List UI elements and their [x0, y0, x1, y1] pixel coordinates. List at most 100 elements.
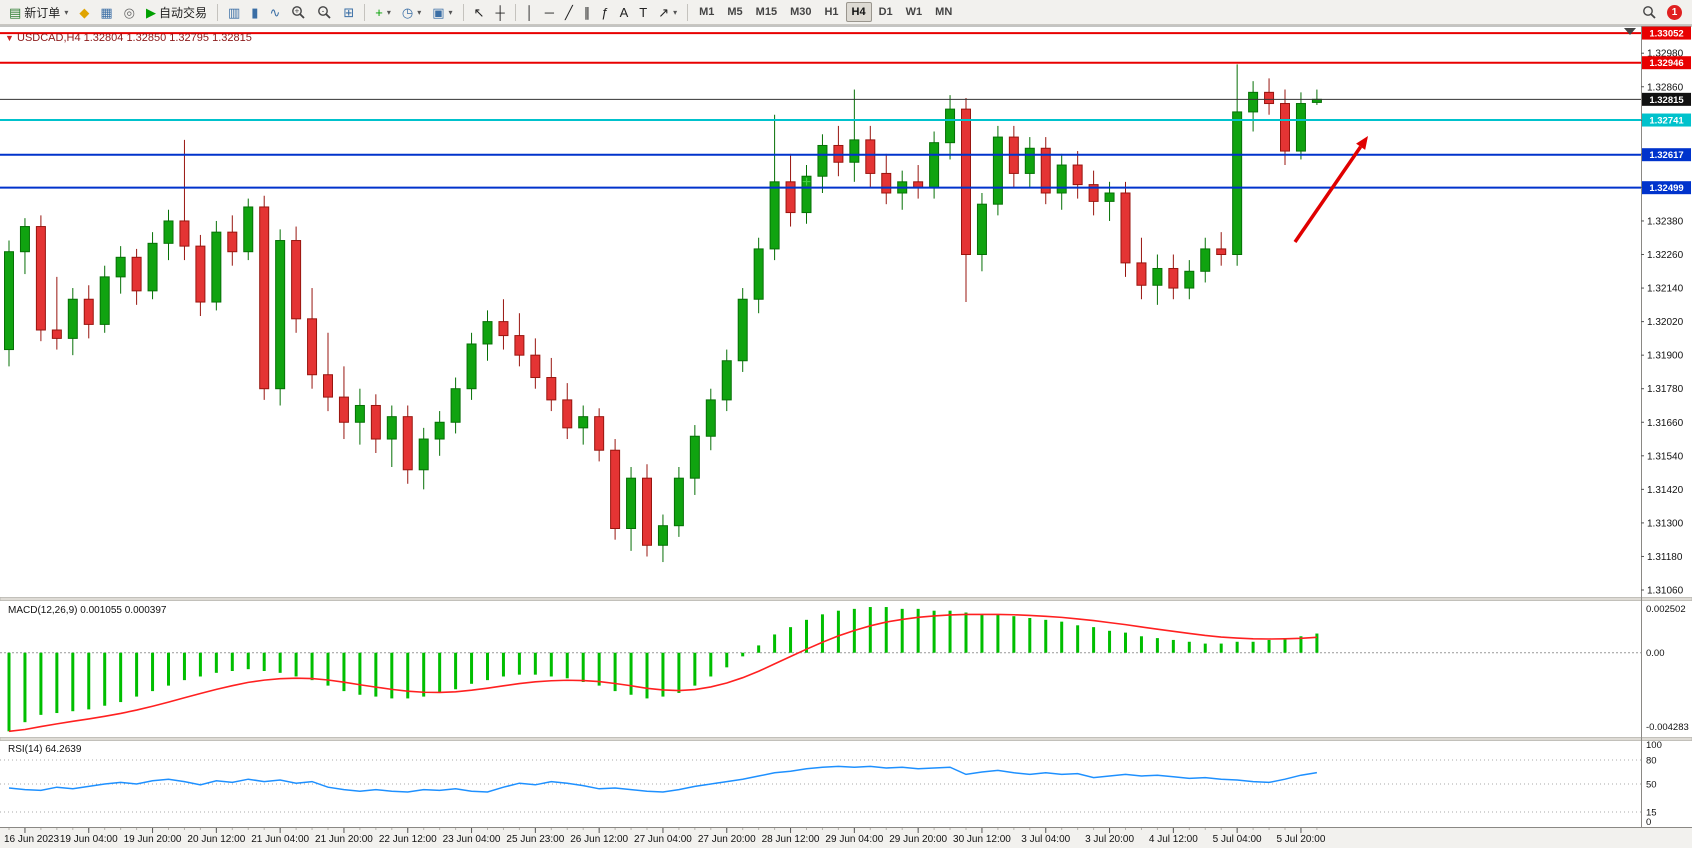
candle [594, 408, 605, 462]
toolbar-periods-button[interactable]: ◷ ▾ [397, 2, 426, 22]
candle [705, 388, 716, 451]
line-chart-icon: ∿ [269, 4, 281, 20]
svg-text:1.31900: 1.31900 [1647, 351, 1684, 362]
macd-signal-line [8, 613, 1317, 733]
main-chart-plot[interactable] [0, 26, 1641, 598]
candle [370, 394, 381, 454]
toolbar-period-mn-button[interactable]: MN [935, 6, 953, 18]
indicators-caret-icon: ▾ [386, 7, 391, 17]
svg-text:100: 100 [1646, 740, 1662, 751]
toolbar-period-m15-button[interactable]: M15 [755, 6, 778, 18]
toolbar-vertical-line-button[interactable]: │ [521, 2, 539, 22]
toolbar-period-m5-button[interactable]: M5 [727, 6, 743, 18]
time-axis-label: 20 Jun 12:00 [187, 834, 245, 845]
svg-text:-: - [322, 6, 325, 15]
svg-text:1.31180: 1.31180 [1647, 552, 1683, 563]
symbol-dropdown-icon[interactable]: ▼ [5, 33, 14, 43]
candle [562, 383, 573, 440]
toolbar-period-m1-button[interactable]: M1 [699, 6, 715, 18]
time-axis-label: 16 Jun 2023 [4, 834, 59, 845]
toolbar-text-label-button[interactable]: T [634, 2, 652, 22]
toolbar-bar-chart-button[interactable]: ▥ [223, 2, 245, 22]
toolbar-arrows-button[interactable]: ↗ ▾ [653, 2, 682, 22]
time-axis[interactable] [0, 827, 1692, 848]
candle [657, 514, 668, 563]
toolbar-fibonacci-button[interactable]: ƒ [596, 2, 613, 22]
candle [147, 232, 158, 300]
toolbar-crosshair-button[interactable]: ┼ [490, 2, 509, 22]
toolbar-cursor-button[interactable]: ↖ [469, 2, 490, 22]
price-badge-1.32499: 1.32499 [1642, 181, 1691, 195]
toolbar-templates-button[interactable]: ▣ ▾ [427, 2, 457, 22]
toolbar-line-chart-button[interactable]: ∿ [264, 2, 285, 22]
chart-canvas[interactable]: + ▼ USDCAD,H4 1.32804 1.32850 1.32795 1.32… [0, 25, 1692, 848]
cursor-icon: ↖ [473, 4, 485, 20]
toolbar-new-order-button[interactable]: ▤ 新订单 ▾ [4, 2, 73, 22]
toolbar-charts-grid-button[interactable]: ▦ [95, 2, 117, 22]
svg-text:1.32815: 1.32815 [1649, 95, 1684, 106]
toolbar-metaeditor-button[interactable]: ◆ [74, 2, 94, 22]
time-axis-label: 3 Jul 20:00 [1085, 834, 1134, 845]
usdcad-chart-window: + ▼ USDCAD,H4 1.32804 1.32850 1.32795 1.32… [0, 25, 1692, 848]
toolbar-search-button[interactable] [1637, 2, 1662, 22]
toolbar-zoom-out-button[interactable]: - [312, 2, 337, 22]
candle [1056, 153, 1067, 210]
price-badge-1.32741: 1.32741 [1642, 113, 1691, 127]
candle [386, 405, 397, 467]
candle [753, 237, 764, 314]
svg-text:1.32020: 1.32020 [1647, 317, 1684, 328]
candle [323, 332, 333, 412]
rsi-line [8, 765, 1318, 793]
candle [115, 246, 126, 294]
candle [402, 405, 413, 484]
arrow-annotation[interactable] [1293, 136, 1368, 243]
toolbar-horizontal-line-button[interactable]: ─ [540, 2, 559, 22]
toolbar-data-window-button[interactable]: ◎ [119, 2, 140, 22]
toolbar-separator [514, 3, 516, 21]
candle [163, 209, 174, 261]
candle [673, 466, 684, 537]
ohlc-header: ▼ USDCAD,H4 1.32804 1.32850 1.32795 1.328… [5, 32, 252, 44]
arrows-icon: ↗ [658, 4, 670, 20]
candle [179, 139, 190, 261]
toolbar-equidistant-channel-button[interactable]: ∥ [579, 2, 596, 22]
toolbar-zoom-in-button[interactable]: + [286, 2, 311, 22]
toolbar-tile-windows-button[interactable]: ⊞ [338, 2, 359, 22]
toolbar-autotrading-button[interactable]: ▶ 自动交易 [141, 2, 212, 22]
panel-divider[interactable] [0, 597, 1692, 601]
candle [1088, 170, 1099, 216]
trendline-icon: ╱ [565, 4, 573, 20]
time-axis-label: 25 Jun 23:00 [506, 834, 564, 845]
candlestick-chart-icon: ▮ [251, 4, 259, 20]
candle [881, 153, 892, 205]
toolbar-period-m30-button[interactable]: M30 [790, 6, 812, 18]
tile-windows-icon: ⊞ [343, 4, 355, 20]
svg-text:1.32741: 1.32741 [1649, 116, 1684, 127]
toolbar-period-h4-button[interactable]: H4 [845, 2, 872, 22]
time-axis-label: 26 Jun 12:00 [570, 834, 628, 845]
toolbar-period-w1-button[interactable]: W1 [905, 6, 923, 18]
chart-shift-marker[interactable] [1624, 28, 1636, 35]
candle [817, 134, 828, 193]
candle [1168, 254, 1179, 300]
text-label-icon: T [639, 4, 648, 20]
candle [275, 229, 286, 406]
candle [1136, 237, 1147, 300]
new-order-label: 新订单 [24, 5, 61, 20]
candle [976, 192, 987, 272]
panel-divider[interactable] [0, 737, 1692, 741]
toolbar-trendline-button[interactable]: ╱ [560, 2, 578, 22]
notification-badge[interactable]: 1 [1667, 4, 1682, 20]
candle [418, 427, 429, 490]
toolbar-period-d1-button[interactable]: D1 [878, 6, 893, 18]
candle [466, 332, 477, 400]
svg-text:1.31780: 1.31780 [1647, 384, 1684, 395]
toolbar-candlestick-chart-button[interactable]: ▮ [246, 2, 263, 22]
svg-text:1.32380: 1.32380 [1647, 216, 1684, 227]
toolbar-indicators-button[interactable]: + ▾ [370, 2, 396, 22]
toolbar-text-button[interactable]: A [615, 2, 634, 22]
candle [801, 165, 812, 224]
candle [945, 95, 956, 160]
toolbar-period-h1-button[interactable]: H1 [824, 6, 839, 18]
